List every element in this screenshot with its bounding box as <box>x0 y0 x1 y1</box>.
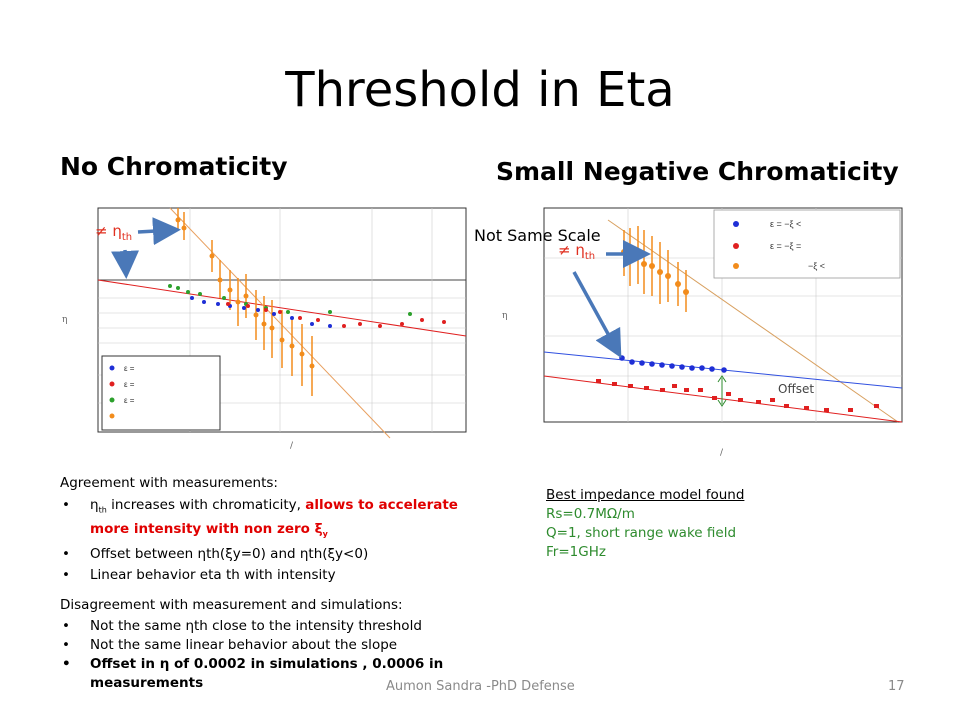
left-legend-entry-2: ε = <box>124 380 135 389</box>
left-x-axis-tick: / <box>290 441 294 450</box>
right-red-points <box>596 379 879 412</box>
disagreement-block: Disagreement with measurement and simula… <box>60 596 470 693</box>
left-y-axis-label: η <box>62 315 67 325</box>
agreement-bullet-3: Linear behavior eta th with intensity <box>62 566 465 585</box>
right-neq-eta-label: ≠ ηth <box>558 241 596 262</box>
right-legend: ε = −ξ < ε = −ξ = −ξ < <box>713 209 901 279</box>
not-same-scale-label: Not Same Scale <box>474 226 601 245</box>
right-orange-fit-line <box>607 219 899 423</box>
offset-label: Offset <box>778 382 815 396</box>
left-neq-eta-label: ≠ ηth <box>95 222 133 243</box>
right-x-axis-tick: / <box>720 448 724 458</box>
left-arrow-down <box>111 249 140 279</box>
page-number: 17 <box>888 679 905 694</box>
agreement-block: Agreement with measurements: ηth increas… <box>60 474 465 585</box>
left-red-points <box>226 302 446 328</box>
left-arrow-to-orange <box>137 217 181 246</box>
disagreement-heading: Disagreement with measurement and simula… <box>60 597 403 613</box>
left-legend: ε = ε = ε = <box>101 355 221 431</box>
disagreement-bullet-3: Offset in η of 0.0002 in simulations , 0… <box>62 655 470 693</box>
impedance-model-block: Best impedance model found Rs=0.7MΩ/m Q=… <box>546 486 744 562</box>
left-legend-entry-1: ε = <box>124 364 135 373</box>
right-arrow-to-blue <box>572 271 622 359</box>
disagreement-bullet-2: Not the same linear behavior about the s… <box>62 636 470 655</box>
right-legend-entry-1: ε = −ξ < <box>770 219 801 229</box>
right-legend-entry-3: −ξ < <box>808 261 825 271</box>
right-y-axis-label: η <box>502 311 507 321</box>
model-heading: Best impedance model found <box>546 487 745 503</box>
footer-text: Aumon Sandra -PhD Defense <box>386 679 575 694</box>
left-plot-frame <box>97 207 467 433</box>
right-legend-entry-2: ε = −ξ = <box>770 241 801 251</box>
model-q: Q=1, short range wake field <box>546 525 737 541</box>
left-red-fit-line <box>97 279 467 337</box>
slide-title: Threshold in Eta <box>285 62 675 118</box>
right-plot: η / <box>488 200 908 460</box>
model-rs: Rs=0.7MΩ/m <box>546 506 635 522</box>
agreement-bullet-1: ηth increases with chromaticity, allows … <box>62 496 465 543</box>
left-blue-points <box>190 296 332 328</box>
disagreement-bullet-1: Not the same ηth close to the intensity … <box>62 617 470 636</box>
left-heading: No Chromaticity <box>60 152 288 181</box>
model-fr: Fr=1GHz <box>546 544 606 560</box>
agreement-heading: Agreement with measurements: <box>60 475 278 491</box>
agreement-bullet-2: Offset between ηth(ξy=0) and ηth(ξy<0) <box>62 545 465 564</box>
left-legend-entry-3: ε = <box>124 396 135 405</box>
left-plot: η / <box>60 200 470 450</box>
left-orange-fit-line <box>169 207 391 439</box>
right-heading: Small Negative Chromaticity <box>496 157 899 186</box>
offset-double-arrow <box>717 375 727 407</box>
right-red-fit-line <box>543 375 903 423</box>
